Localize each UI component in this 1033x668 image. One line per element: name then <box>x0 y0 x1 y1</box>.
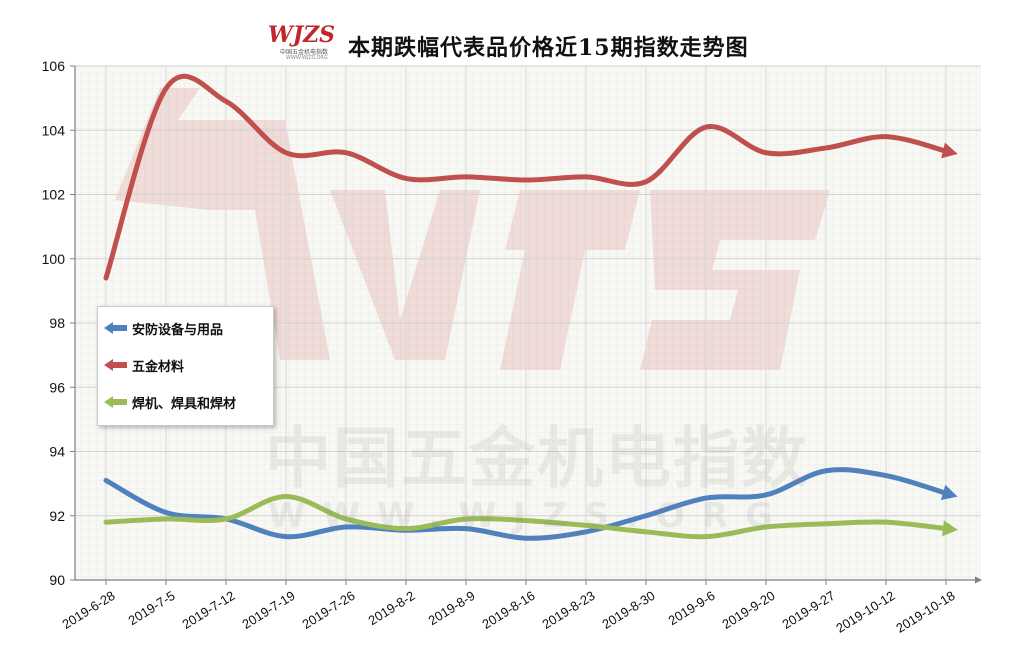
x-tick-label: 2019-10-18 <box>893 588 957 636</box>
data-point <box>164 517 168 521</box>
x-tick-label: 2019-9-20 <box>719 588 777 632</box>
data-point <box>464 175 468 179</box>
logo-url: WWW.WJZS.ORG <box>286 55 328 61</box>
data-point <box>824 469 828 473</box>
y-axis-ticks: 90 92 94 96 98 100 102 104 106 <box>42 58 75 588</box>
y-tick-label: 104 <box>42 122 66 138</box>
data-point <box>884 135 888 139</box>
data-point <box>704 535 708 539</box>
y-tick-label: 90 <box>49 572 65 588</box>
series-end-arrow-icon <box>940 484 958 501</box>
legend-label: 焊机、焊具和焊材 <box>132 396 237 412</box>
x-tick-label: 2019-8-2 <box>366 588 418 628</box>
data-point <box>224 99 228 103</box>
logo-text: WJZS <box>268 22 336 48</box>
data-point <box>704 125 708 129</box>
data-point <box>344 151 348 155</box>
data-point <box>164 86 168 90</box>
data-point <box>104 478 108 482</box>
data-point <box>524 178 528 182</box>
series-end-arrow-icon <box>942 520 958 537</box>
data-point <box>584 523 588 527</box>
legend-label: 五金材料 <box>132 359 185 375</box>
y-tick-label: 102 <box>42 187 66 203</box>
legend-label: 安防设备与用品 <box>132 322 224 338</box>
data-point <box>464 527 468 531</box>
x-tick-label: 2019-8-16 <box>479 588 537 632</box>
data-point <box>944 149 948 153</box>
y-tick-label: 92 <box>49 508 65 524</box>
y-tick-label: 98 <box>49 315 65 331</box>
data-point <box>164 511 168 515</box>
x-tick-label: 2019-7-12 <box>179 588 237 632</box>
data-point <box>584 175 588 179</box>
series-end-arrow-icon <box>941 142 958 159</box>
legend-item-hardware: 五金材料 <box>102 354 184 376</box>
data-point <box>764 151 768 155</box>
data-point <box>404 527 408 531</box>
series-line <box>103 73 949 281</box>
arrow-left-icon <box>104 322 127 334</box>
y-tick-label: 96 <box>49 379 65 395</box>
data-point <box>584 530 588 534</box>
legend-item-security: 安防设备与用品 <box>102 317 223 339</box>
y-tick-label: 94 <box>49 444 65 460</box>
y-tick-label: 100 <box>42 251 66 267</box>
legend-item-welding: 焊机、焊具和焊材 <box>102 391 236 413</box>
x-axis-arrow-icon <box>975 576 982 584</box>
data-point <box>644 514 648 518</box>
data-point <box>104 520 108 524</box>
data-point <box>884 520 888 524</box>
data-point <box>224 517 228 521</box>
x-tick-label: 2019-7-19 <box>239 588 297 632</box>
x-tick-label: 2019-8-9 <box>426 588 478 628</box>
chart-title: 本期跌幅代表品价格近15期指数走势图 <box>348 35 749 61</box>
data-point <box>824 522 828 526</box>
x-tick-label: 2019-7-5 <box>126 588 178 628</box>
data-point <box>704 496 708 500</box>
y-tick-label: 106 <box>42 58 66 74</box>
data-point <box>524 536 528 540</box>
watermark-url: WWW.WJZS.ORG <box>268 496 790 536</box>
series-lines <box>103 73 958 541</box>
watermark-logo <box>115 88 830 370</box>
arrow-left-icon <box>104 396 127 408</box>
data-point <box>404 176 408 180</box>
x-tick-label: 2019-9-6 <box>666 588 718 628</box>
data-point <box>884 474 888 478</box>
logo-subtitle: 中国五金机电指数 <box>280 49 329 56</box>
x-tick-label: 2019-8-30 <box>599 588 657 632</box>
data-point <box>284 151 288 155</box>
data-point <box>344 525 348 529</box>
data-point <box>284 494 288 498</box>
data-point <box>344 517 348 521</box>
x-tick-label: 2019-6-28 <box>59 588 117 632</box>
data-point <box>944 527 948 531</box>
x-tick-label: 2019-7-26 <box>299 588 357 632</box>
data-point <box>764 525 768 529</box>
data-point <box>764 493 768 497</box>
data-point <box>644 530 648 534</box>
x-tick-label: 2019-9-27 <box>779 588 837 632</box>
x-axis-ticks: 2019-6-28 2019-7-5 2019-7-12 2019-7-19 2019-… <box>59 580 958 636</box>
x-tick-label: 2019-10-12 <box>833 588 897 636</box>
data-point <box>524 519 528 523</box>
data-point <box>104 276 108 280</box>
legend: 安防设备与用品 五金材料 焊机、焊具和焊材 <box>97 306 274 426</box>
data-point <box>284 535 288 539</box>
data-point <box>464 517 468 521</box>
brand-logo: WJZS 中国五金机电指数 WWW.WJZS.ORG <box>268 16 338 62</box>
x-tick-label: 2019-8-23 <box>539 588 597 632</box>
watermark-text: 中国五金机电指数 <box>265 420 809 497</box>
data-point <box>644 180 648 184</box>
data-point <box>944 491 948 495</box>
data-point <box>824 146 828 150</box>
arrow-left-icon <box>104 359 127 371</box>
